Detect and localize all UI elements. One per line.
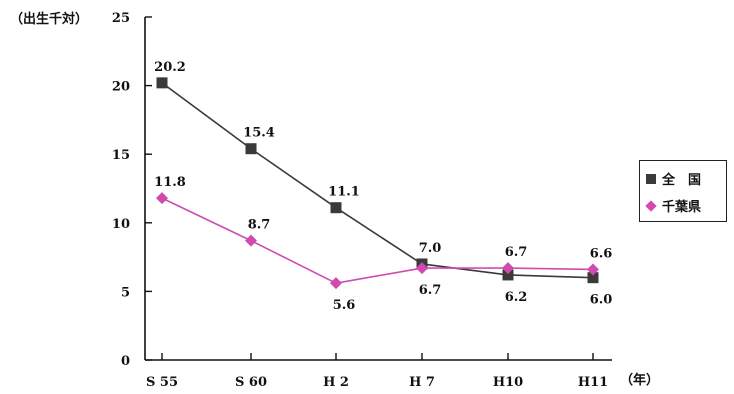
x-tick-label: H 7 <box>409 375 435 390</box>
legend-item-national: 全 国 <box>646 169 701 188</box>
data-label: 7.0 <box>419 241 442 256</box>
data-label: 20.2 <box>154 60 186 75</box>
data-label: 5.6 <box>333 298 356 313</box>
data-label: 6.0 <box>590 293 613 308</box>
diamond-marker <box>156 192 168 205</box>
data-label: 6.6 <box>590 246 613 261</box>
x-tick-label: H10 <box>493 375 523 390</box>
x-tick-label: S 60 <box>235 375 267 390</box>
axes: 0 5 10 15 20 25 S 55 S 60 H 2 H 7 H10 H11 <box>112 11 612 390</box>
data-label: 6.7 <box>419 283 442 298</box>
legend-label-chiba: 千葉県 <box>662 200 702 215</box>
data-label: 6.7 <box>505 245 528 260</box>
diamond-marker-icon <box>645 199 657 212</box>
square-marker-icon <box>646 173 656 184</box>
diamond-marker <box>416 262 428 275</box>
y-tick-label: 0 <box>121 354 130 369</box>
data-label: 8.7 <box>248 218 271 233</box>
series-line <box>161 197 594 285</box>
y-tick-label: 5 <box>121 285 130 300</box>
data-label: 11.8 <box>154 175 186 190</box>
data-label: 6.2 <box>505 290 528 305</box>
y-tick-label: 15 <box>112 148 130 163</box>
y-tick-label: 25 <box>112 11 130 26</box>
x-tick-label: S 55 <box>146 375 178 390</box>
series-line <box>161 82 594 279</box>
square-marker <box>330 202 342 214</box>
diamond-marker <box>502 262 514 275</box>
data-label: 11.1 <box>328 185 360 200</box>
diamond-marker <box>587 263 599 276</box>
x-axis-unit-label: （年） <box>620 373 660 388</box>
y-axis-unit-label: （出生千対） <box>10 12 89 27</box>
legend-label-national: 全 国 <box>662 173 702 188</box>
data-labels-layer: 20.2 15.4 11.1 7.0 6.2 6.0 11.8 8.7 5.6 6.7 6.7 6.6 <box>154 60 612 313</box>
square-marker <box>587 272 599 284</box>
legend: 全 国 千葉県 <box>639 160 727 222</box>
data-label: 15.4 <box>243 126 275 141</box>
diamond-marker <box>245 234 257 247</box>
square-marker <box>156 77 168 89</box>
diamond-marker <box>330 277 342 290</box>
legend-item-chiba: 千葉県 <box>645 196 702 215</box>
series-layer <box>156 77 599 290</box>
square-marker <box>502 269 514 281</box>
x-tick-label: H 2 <box>323 375 349 390</box>
y-tick-label: 20 <box>112 80 130 95</box>
y-tick-label: 10 <box>112 217 130 232</box>
square-marker <box>245 143 257 155</box>
x-tick-label: H11 <box>578 375 608 390</box>
